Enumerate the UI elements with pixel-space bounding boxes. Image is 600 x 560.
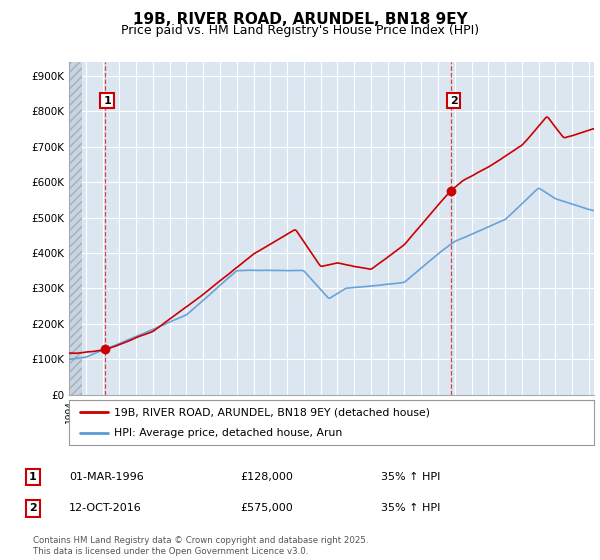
Bar <box>69 62 82 395</box>
Text: 2: 2 <box>29 503 37 514</box>
Text: 1: 1 <box>103 96 111 106</box>
Text: 1: 1 <box>29 472 37 482</box>
Text: £128,000: £128,000 <box>240 472 293 482</box>
Text: 01-MAR-1996: 01-MAR-1996 <box>69 472 144 482</box>
Text: £575,000: £575,000 <box>240 503 293 514</box>
Text: Contains HM Land Registry data © Crown copyright and database right 2025.
This d: Contains HM Land Registry data © Crown c… <box>33 536 368 556</box>
Text: 19B, RIVER ROAD, ARUNDEL, BN18 9EY: 19B, RIVER ROAD, ARUNDEL, BN18 9EY <box>133 12 467 27</box>
Text: 35% ↑ HPI: 35% ↑ HPI <box>381 503 440 514</box>
Text: 2: 2 <box>450 96 457 106</box>
Text: Price paid vs. HM Land Registry's House Price Index (HPI): Price paid vs. HM Land Registry's House … <box>121 24 479 36</box>
Text: 12-OCT-2016: 12-OCT-2016 <box>69 503 142 514</box>
Text: HPI: Average price, detached house, Arun: HPI: Average price, detached house, Arun <box>113 428 342 438</box>
Text: 35% ↑ HPI: 35% ↑ HPI <box>381 472 440 482</box>
Text: 19B, RIVER ROAD, ARUNDEL, BN18 9EY (detached house): 19B, RIVER ROAD, ARUNDEL, BN18 9EY (deta… <box>113 408 430 418</box>
